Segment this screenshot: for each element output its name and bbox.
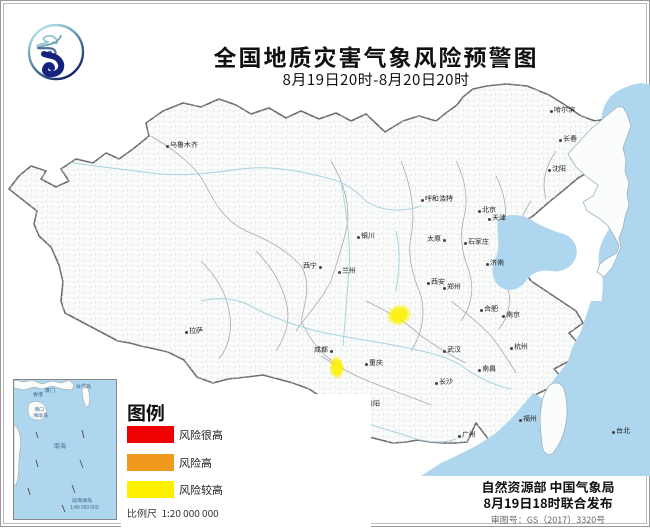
svg-text:厦门: 厦门 xyxy=(45,387,55,394)
svg-text:1:40 000 000: 1:40 000 000 xyxy=(70,504,99,511)
svg-text:香港: 香港 xyxy=(33,391,43,398)
svg-text:南海诸岛: 南海诸岛 xyxy=(72,497,92,504)
svg-text:海南岛: 海南岛 xyxy=(33,412,48,419)
svg-text:南海: 南海 xyxy=(54,441,66,450)
svg-text:台湾岛: 台湾岛 xyxy=(76,383,91,390)
